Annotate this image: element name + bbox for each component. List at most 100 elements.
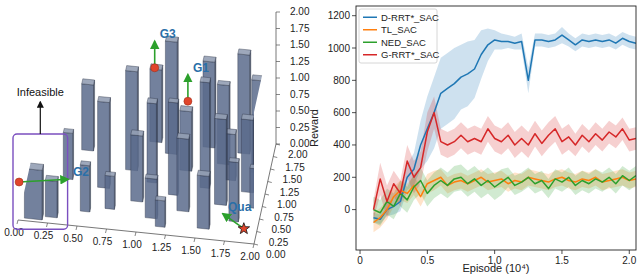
obstacle-front xyxy=(168,102,177,195)
obstacle xyxy=(177,133,190,212)
x-axis-label: Episode (10⁴) xyxy=(462,262,529,274)
obstacle xyxy=(215,113,228,205)
z-tick xyxy=(276,78,280,79)
obstacle-top xyxy=(147,98,158,104)
x-tick-label: 0.50 xyxy=(63,233,83,244)
obstacle-front xyxy=(177,138,189,212)
y-tick xyxy=(254,244,258,245)
figure: 0.000.250.500.751.001.251.501.752.000.00… xyxy=(0,0,640,274)
point-label: Qua xyxy=(228,200,252,214)
y-tick xyxy=(352,48,356,49)
y-tick-label: 1000 xyxy=(328,43,351,54)
obstacle-front xyxy=(105,175,114,209)
obstacle-top xyxy=(105,171,115,176)
obstacle xyxy=(197,170,210,229)
z-tick xyxy=(276,111,280,112)
y-axis-label: Reward xyxy=(308,109,320,147)
z-tick xyxy=(276,61,280,62)
y-tick-label: 600 xyxy=(333,107,350,118)
point-marker xyxy=(15,178,23,186)
y-tick xyxy=(276,144,280,145)
obstacle-top xyxy=(217,80,230,85)
point-marker xyxy=(238,223,250,234)
obstacle-top xyxy=(250,164,260,169)
legend-label: TL_SAC xyxy=(381,24,417,35)
x-tick-label: 0.5 xyxy=(420,255,434,266)
x-tick-label: 1.50 xyxy=(181,245,201,256)
obstacle xyxy=(82,79,95,151)
x-tick xyxy=(17,220,18,224)
region-arrow xyxy=(40,102,41,134)
y-tick xyxy=(268,182,272,183)
obstacle-side xyxy=(42,164,43,220)
infeasible-region xyxy=(13,134,68,229)
obstacle-top xyxy=(215,113,228,119)
obstacle-top xyxy=(131,130,144,136)
y-tick-label: 200 xyxy=(333,172,350,183)
x-tick-label: 1.25 xyxy=(152,242,172,253)
legend-swatch xyxy=(363,54,377,56)
obstacle xyxy=(250,164,260,209)
legend-label: NED_SAC xyxy=(381,37,426,48)
y-tick-label: 0.50 xyxy=(272,224,292,235)
obstacle-top xyxy=(252,75,265,81)
point-label: G1 xyxy=(193,61,209,75)
y-tick xyxy=(352,80,356,81)
x-tick xyxy=(165,235,166,239)
obstacle-top xyxy=(145,174,158,179)
z-tick-label: 0.00 xyxy=(290,138,310,149)
z-tick xyxy=(276,94,280,95)
point-marker xyxy=(184,97,192,105)
plot-frame xyxy=(356,6,636,250)
z-tick-label: 1.00 xyxy=(290,72,310,83)
y-tick xyxy=(273,157,277,158)
obstacle xyxy=(24,163,43,220)
obstacle-front xyxy=(82,84,94,151)
y-tick xyxy=(352,112,356,113)
y-tick-label: 1.50 xyxy=(283,174,303,185)
point-label: G2 xyxy=(73,165,89,179)
obstacle-top xyxy=(177,133,190,139)
legend-swatch xyxy=(363,42,377,44)
x-tick xyxy=(360,250,361,254)
line-chart: 02004006008001000120000.51.01.52.0Episod… xyxy=(308,6,637,274)
x-tick xyxy=(47,223,48,227)
y-tick xyxy=(271,169,275,170)
obstacle-side xyxy=(259,165,261,209)
x-tick-label: 0.75 xyxy=(93,236,113,247)
y-tick-label: 1.25 xyxy=(280,187,300,198)
y-tick xyxy=(352,15,356,16)
x-tick-label: 1.5 xyxy=(555,255,569,266)
obstacle-top xyxy=(82,79,95,85)
y-tick-label: 1.75 xyxy=(285,162,305,173)
obstacle xyxy=(45,175,58,218)
z-tick-label: 1.50 xyxy=(290,39,310,50)
z-tick xyxy=(276,144,280,145)
plot-background xyxy=(356,6,636,250)
obstacle-top xyxy=(238,49,251,55)
y-tick-label: 0.75 xyxy=(274,212,294,223)
x-tick-label: 2.0 xyxy=(622,255,636,266)
z-tick-label: 1.75 xyxy=(290,23,310,34)
y-tick xyxy=(352,177,356,178)
x-tick xyxy=(194,238,195,242)
y-tick xyxy=(265,194,269,195)
obstacle xyxy=(155,196,165,227)
y-tick xyxy=(262,207,266,208)
legend-label: G-RRT*_SAC xyxy=(381,49,440,60)
x-tick xyxy=(494,250,495,254)
x-tick xyxy=(561,250,562,254)
x-tick xyxy=(253,244,254,248)
z-tick xyxy=(276,127,280,128)
obstacle-top xyxy=(197,170,210,176)
obstacle xyxy=(105,171,115,209)
obstacle-side xyxy=(264,76,265,173)
obstacle-front xyxy=(215,118,227,205)
series-line xyxy=(374,177,637,222)
y-tick-label: 1200 xyxy=(328,10,351,21)
heading-arrow xyxy=(19,179,68,182)
obstacle-top xyxy=(200,77,211,83)
obstacle-top xyxy=(168,98,178,103)
legend-label: D-RRT*_SAC xyxy=(381,12,439,23)
y-tick-label: 2.00 xyxy=(288,149,308,160)
